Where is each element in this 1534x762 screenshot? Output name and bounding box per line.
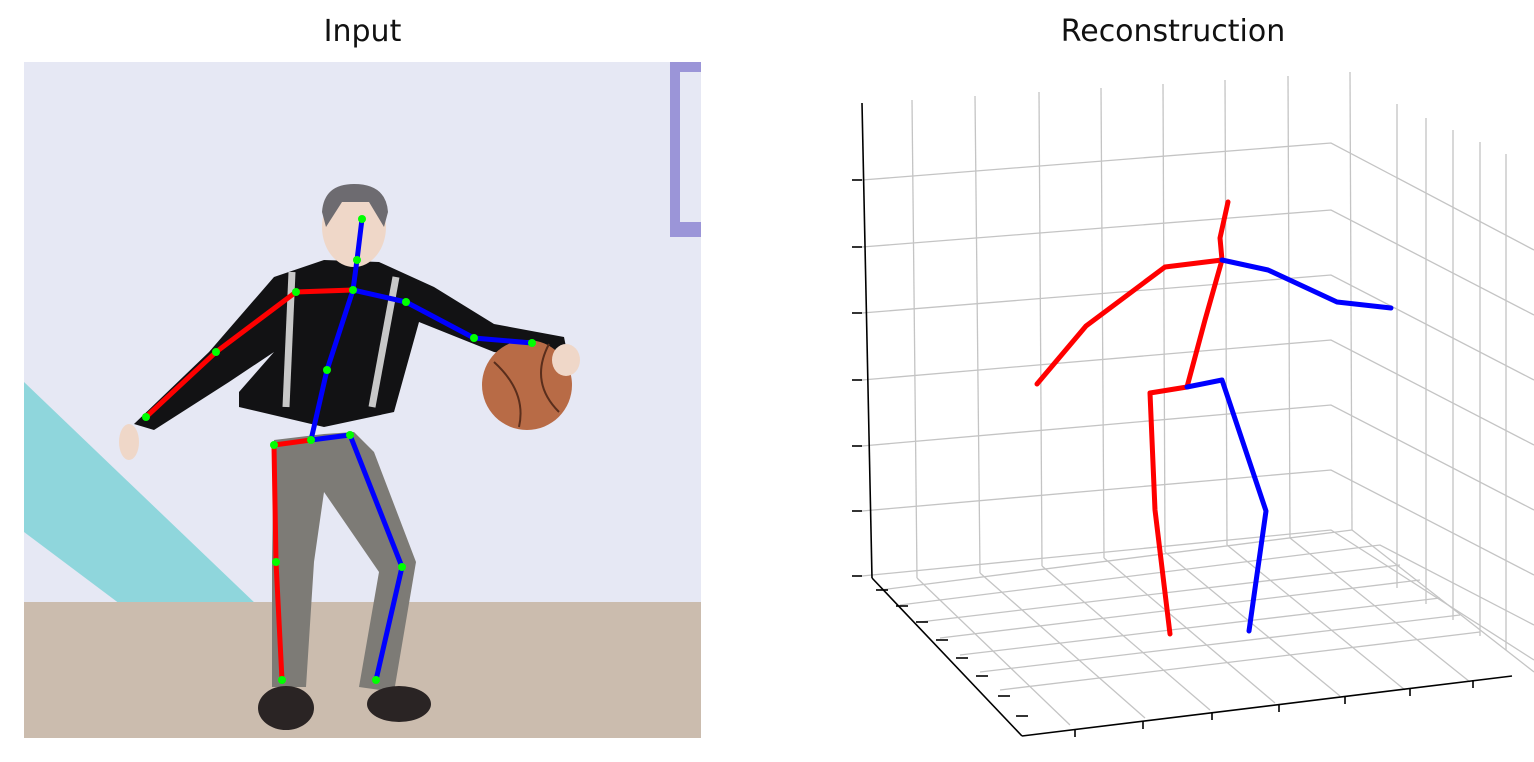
cyan-stripe: [24, 382, 259, 607]
right-shoe: [367, 686, 431, 722]
input-title: Input: [323, 14, 402, 49]
keypoints-2d: [142, 215, 536, 684]
axes-3d: [852, 102, 1513, 737]
skeleton-3d: [1034, 199, 1394, 637]
person-jacket: [134, 260, 569, 430]
grid-3d: [861, 71, 1534, 726]
input-image-panel: [24, 62, 701, 738]
reconstruction-title: Reconstruction: [1060, 14, 1286, 49]
input-image: [24, 62, 701, 738]
person-hair: [322, 184, 388, 227]
left-shoe: [258, 686, 314, 730]
basketball: [482, 340, 572, 430]
skeleton-2d: [143, 216, 535, 683]
person-legs: [272, 432, 416, 692]
